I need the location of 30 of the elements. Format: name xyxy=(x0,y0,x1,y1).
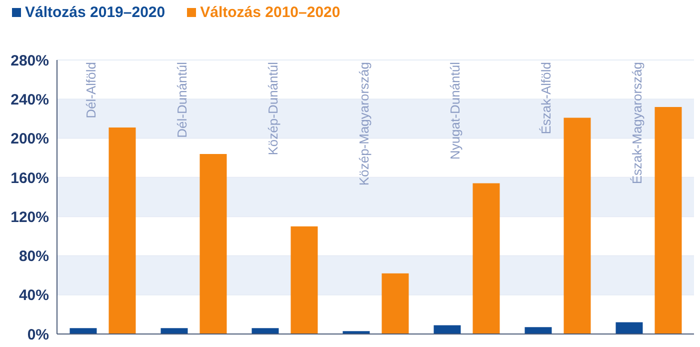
y-tick-label: 280% xyxy=(10,52,49,70)
bar xyxy=(654,106,682,334)
x-tick-label: Dél-Alföld xyxy=(84,62,99,118)
x-tick-label: Észak-Magyarország xyxy=(630,62,645,184)
y-tick-label: 160% xyxy=(10,170,49,187)
bar xyxy=(524,327,552,334)
x-tick-label: Közép-Magyarország xyxy=(356,62,372,186)
legend-label: Változás 2010–2020 xyxy=(199,4,340,21)
bar xyxy=(472,183,500,334)
y-tick-label: 200% xyxy=(10,130,49,148)
bar xyxy=(382,273,409,334)
y-tick-label: 240% xyxy=(10,91,49,108)
bar xyxy=(160,328,188,334)
bar xyxy=(70,328,97,334)
legend-label: Változás 2019–2020 xyxy=(24,4,166,21)
bar xyxy=(564,118,591,334)
y-tick-label: 120% xyxy=(10,208,49,226)
x-tick-label: Közép-Dunántúl xyxy=(266,62,281,156)
bar xyxy=(108,128,136,334)
bar xyxy=(616,322,643,334)
bar xyxy=(200,154,227,334)
x-tick-label: Észak-Alföld xyxy=(538,62,554,134)
x-tick-label: Nyugat-Dunántúl xyxy=(448,62,463,160)
bar xyxy=(290,226,318,334)
y-tick-label: 0% xyxy=(27,326,49,344)
x-tick-label: Dél-Dunántúl xyxy=(174,62,190,138)
bar xyxy=(434,325,461,334)
bar xyxy=(252,328,279,334)
y-tick-label: 40% xyxy=(18,287,49,304)
y-tick-label: 80% xyxy=(18,248,49,266)
